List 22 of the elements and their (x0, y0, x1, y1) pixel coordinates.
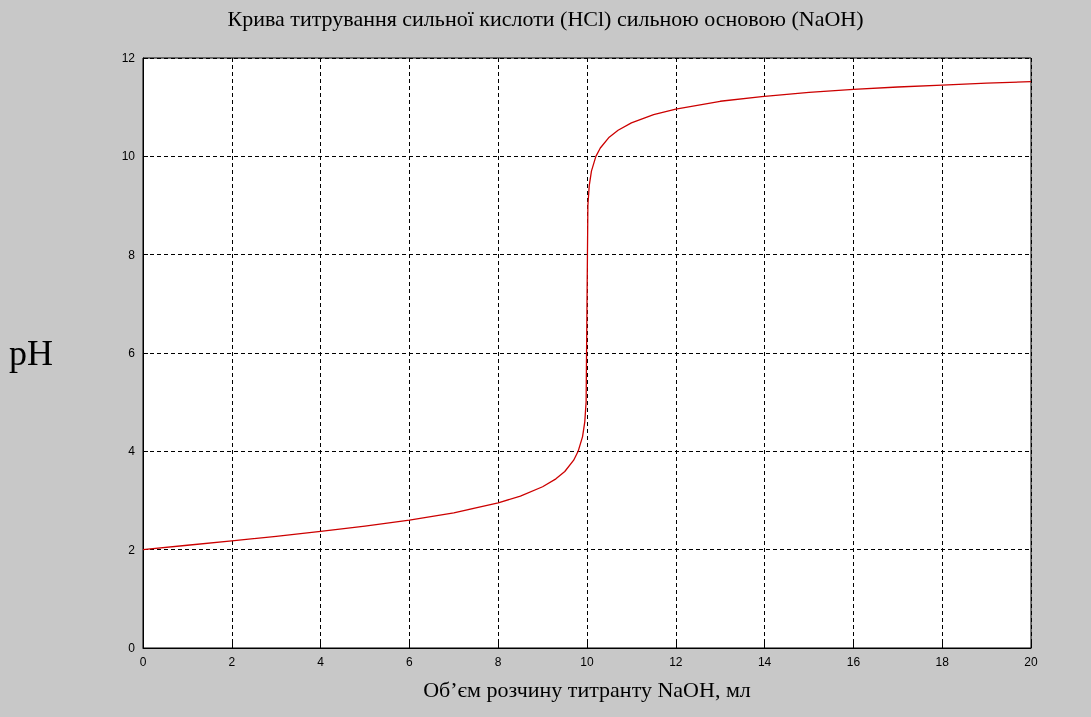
x-tick-label: 10 (580, 655, 594, 669)
y-tick-label: 2 (128, 542, 136, 557)
x-tick-label: 20 (1024, 655, 1038, 669)
y-tick-label: 6 (128, 346, 136, 360)
x-tick-label: 4 (317, 655, 325, 669)
y-tick-label: 10 (121, 149, 136, 164)
y-tick-label: 12 (121, 51, 136, 65)
x-tick-label: 12 (669, 655, 683, 669)
line-series (142, 80, 1032, 551)
x-tick-label: 18 (935, 655, 950, 669)
y-tick-label: 0 (128, 641, 136, 655)
x-axis-title: Об’єм розчину титранту NaOH, мл (423, 676, 751, 702)
x-tick-label: 6 (406, 655, 414, 669)
x-tick-label: 16 (846, 655, 861, 669)
chart-title: Крива титрування сильної кислоти (HCl) сильною основою (NaOH) (227, 5, 864, 31)
x-tick-label: 2 (228, 655, 236, 669)
y-tick-label: 4 (128, 444, 136, 459)
y-tick-label: 8 (128, 247, 136, 262)
x-tick-label: 0 (139, 655, 147, 669)
y-axis-title: pH (9, 333, 53, 373)
x-tick-label: 8 (494, 655, 502, 669)
x-tick-label: 14 (757, 655, 772, 669)
